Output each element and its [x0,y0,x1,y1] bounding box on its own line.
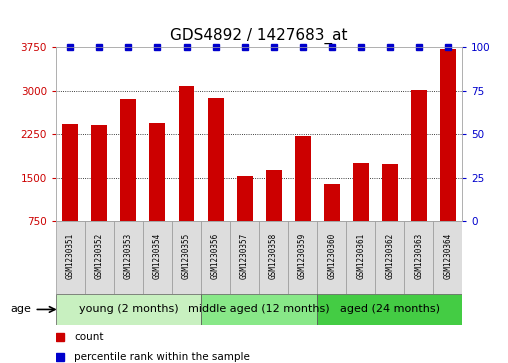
Bar [208,98,224,221]
Bar [149,123,166,221]
Bar [404,221,433,294]
Bar [91,125,107,221]
Text: GSM1230356: GSM1230356 [211,233,220,280]
Bar [375,221,404,294]
Bar [433,221,462,294]
Bar [230,221,259,294]
Bar [266,170,281,221]
Bar [259,221,288,294]
Bar [382,164,398,221]
Text: GSM1230357: GSM1230357 [240,233,249,280]
Bar [353,163,369,221]
Text: GSM1230355: GSM1230355 [182,233,191,280]
Bar [440,49,456,221]
Text: GSM1230359: GSM1230359 [298,233,307,280]
Text: GSM1230364: GSM1230364 [443,233,452,280]
Text: young (2 months): young (2 months) [79,305,178,314]
Text: GSM1230354: GSM1230354 [153,233,162,280]
Text: GSM1230353: GSM1230353 [124,233,133,280]
Bar [411,90,427,221]
Text: percentile rank within the sample: percentile rank within the sample [74,352,250,362]
Bar [114,221,143,294]
Bar [237,176,252,221]
Text: GSM1230362: GSM1230362 [385,233,394,280]
Text: aged (24 months): aged (24 months) [340,305,440,314]
Bar [201,221,230,294]
Bar [143,221,172,294]
Bar [324,184,340,221]
Bar [120,99,137,221]
Bar [317,294,462,325]
Text: middle aged (12 months): middle aged (12 months) [188,305,330,314]
Text: GSM1230363: GSM1230363 [414,233,423,280]
Bar [288,221,317,294]
Text: GSM1230352: GSM1230352 [95,233,104,280]
Text: count: count [74,332,104,342]
Bar [172,221,201,294]
Text: GSM1230351: GSM1230351 [66,233,75,280]
Bar [56,221,85,294]
Bar [56,294,201,325]
Text: GSM1230360: GSM1230360 [327,233,336,280]
Bar [62,124,78,221]
Text: age: age [10,305,31,314]
Bar [201,294,317,325]
Text: GSM1230358: GSM1230358 [269,233,278,280]
Text: GSM1230361: GSM1230361 [356,233,365,280]
Bar [317,221,346,294]
Bar [85,221,114,294]
Title: GDS4892 / 1427683_at: GDS4892 / 1427683_at [170,28,348,44]
Bar [295,136,310,221]
Bar [346,221,375,294]
Bar [178,86,195,221]
